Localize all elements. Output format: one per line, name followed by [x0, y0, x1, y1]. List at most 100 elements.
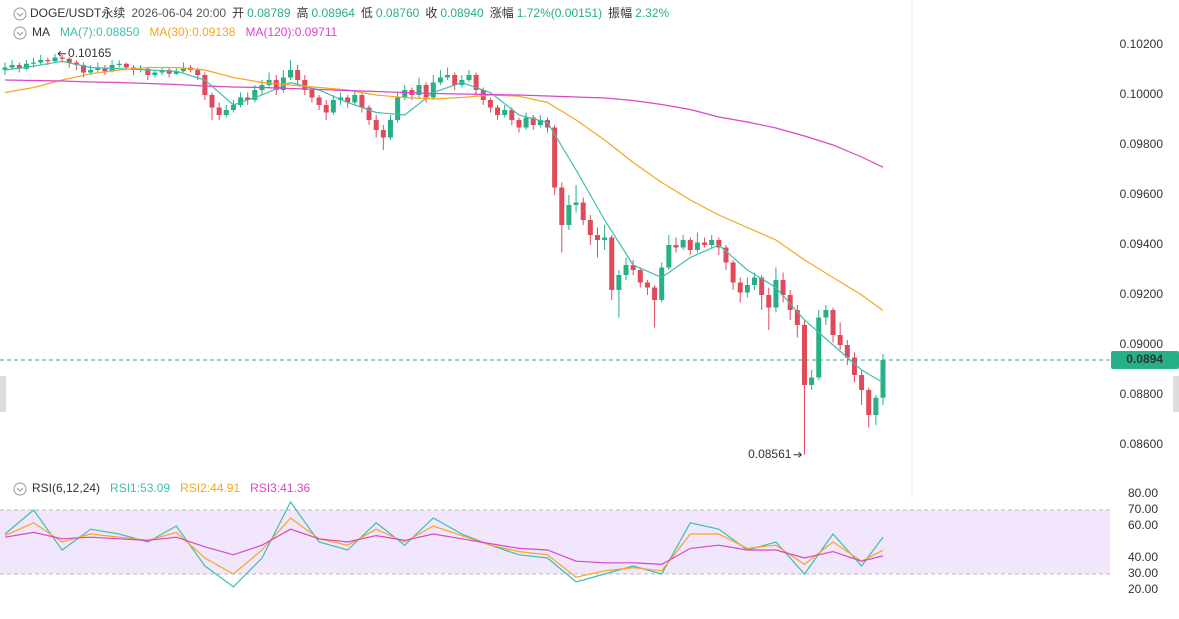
candle-body [302, 80, 308, 90]
candle-body [759, 277, 765, 295]
annotation: 0.10165 [68, 46, 112, 60]
candle-body [23, 63, 29, 69]
candle-body [173, 71, 179, 74]
candle-body [238, 97, 244, 105]
info-value: 0.08789 [247, 6, 291, 20]
candle-body [530, 117, 536, 125]
candle-body [866, 390, 872, 415]
candle-body [744, 285, 750, 293]
info-value: 1.72%(0.00151) [517, 6, 602, 20]
candle-body [880, 360, 886, 398]
candle-body [145, 68, 151, 75]
candle-body [780, 280, 786, 295]
y-tick-label: 0.08800 [1120, 387, 1164, 401]
y-tick-label: 20.00 [1128, 582, 1158, 596]
candle-body [81, 65, 87, 73]
collapse-icon[interactable] [13, 482, 27, 496]
candle-body [844, 345, 850, 358]
candle-body [644, 282, 650, 288]
candle-body [73, 62, 79, 65]
series-line [4, 79, 884, 168]
candle-body [2, 67, 8, 70]
series-line [4, 528, 884, 566]
candle-body [466, 75, 472, 80]
candle-body [452, 75, 458, 85]
candle-body [416, 85, 422, 95]
y-tick-label: 0.09400 [1120, 237, 1164, 251]
y-tick-label: 0.10200 [1120, 37, 1164, 51]
candle-body [38, 60, 44, 63]
info-label: 高 [297, 5, 309, 20]
candle-body [437, 77, 443, 83]
candle-body [694, 242, 700, 250]
candle-body [209, 95, 215, 108]
left-tab[interactable] [0, 376, 6, 412]
candle-body [402, 90, 408, 98]
candle-body [430, 82, 436, 98]
candle-body [9, 65, 15, 68]
candle-body [423, 85, 429, 98]
candle-body [66, 58, 72, 63]
candle-body [16, 65, 22, 69]
legend-entry: RSI2:44.91 [180, 481, 240, 495]
candle-body [823, 310, 829, 318]
candle-body [830, 310, 836, 335]
collapse-icon[interactable] [13, 7, 27, 21]
series-line [4, 66, 884, 311]
annotation-arrow [57, 50, 66, 57]
symbol: DOGE/USDT永续 [30, 6, 125, 20]
candle-body [594, 235, 600, 240]
candle-body [680, 240, 686, 248]
candle-body [230, 105, 236, 110]
candle-body [851, 357, 857, 375]
y-tick-label: 0.08600 [1120, 437, 1164, 451]
rsi-band [0, 510, 1110, 574]
candle-body [288, 70, 294, 78]
candle-body [609, 237, 615, 290]
candle-body [345, 97, 351, 103]
candle-body [537, 120, 543, 125]
candle-body [716, 240, 722, 248]
candle-body [623, 265, 629, 275]
candle-body [587, 220, 593, 235]
y-tick-label: 30.00 [1128, 566, 1158, 580]
candle-body [366, 107, 372, 120]
candle-body [180, 67, 186, 72]
right-tab[interactable] [1173, 376, 1179, 412]
y-tick-label: 0.09200 [1120, 287, 1164, 301]
candle-body [266, 80, 272, 85]
candle-body [859, 375, 865, 390]
y-tick-label: 80.00 [1128, 486, 1158, 500]
candle-body [580, 202, 586, 220]
candle-body [166, 70, 172, 74]
candle-body [159, 70, 165, 73]
candle-body [52, 57, 58, 62]
candle-body [473, 75, 479, 90]
info-label: 低 [361, 6, 373, 20]
y-tick-label: 70.00 [1128, 502, 1158, 516]
y-tick-label: 60.00 [1128, 518, 1158, 532]
collapse-icon[interactable] [13, 26, 27, 40]
candle-body [666, 245, 672, 268]
candle-body [787, 295, 793, 310]
candle-body [630, 265, 636, 270]
candle-body [480, 90, 486, 100]
candle-body [195, 70, 201, 75]
candle-body [766, 295, 772, 308]
candle-body [509, 110, 515, 120]
candle-body [566, 205, 572, 225]
info-value: 2.32% [635, 6, 669, 20]
candle-body [523, 117, 529, 128]
candle-body [45, 60, 51, 62]
candle-body [752, 277, 758, 285]
candle-body [559, 187, 565, 225]
candle-body [487, 100, 493, 108]
info-label: 收 [425, 6, 437, 20]
candle-body [809, 377, 815, 385]
candle-body [309, 90, 315, 98]
candle-body [102, 67, 108, 72]
time: 2026-06-04 20:00 [131, 6, 226, 20]
candle-body [602, 237, 608, 240]
candle-body [252, 90, 258, 100]
